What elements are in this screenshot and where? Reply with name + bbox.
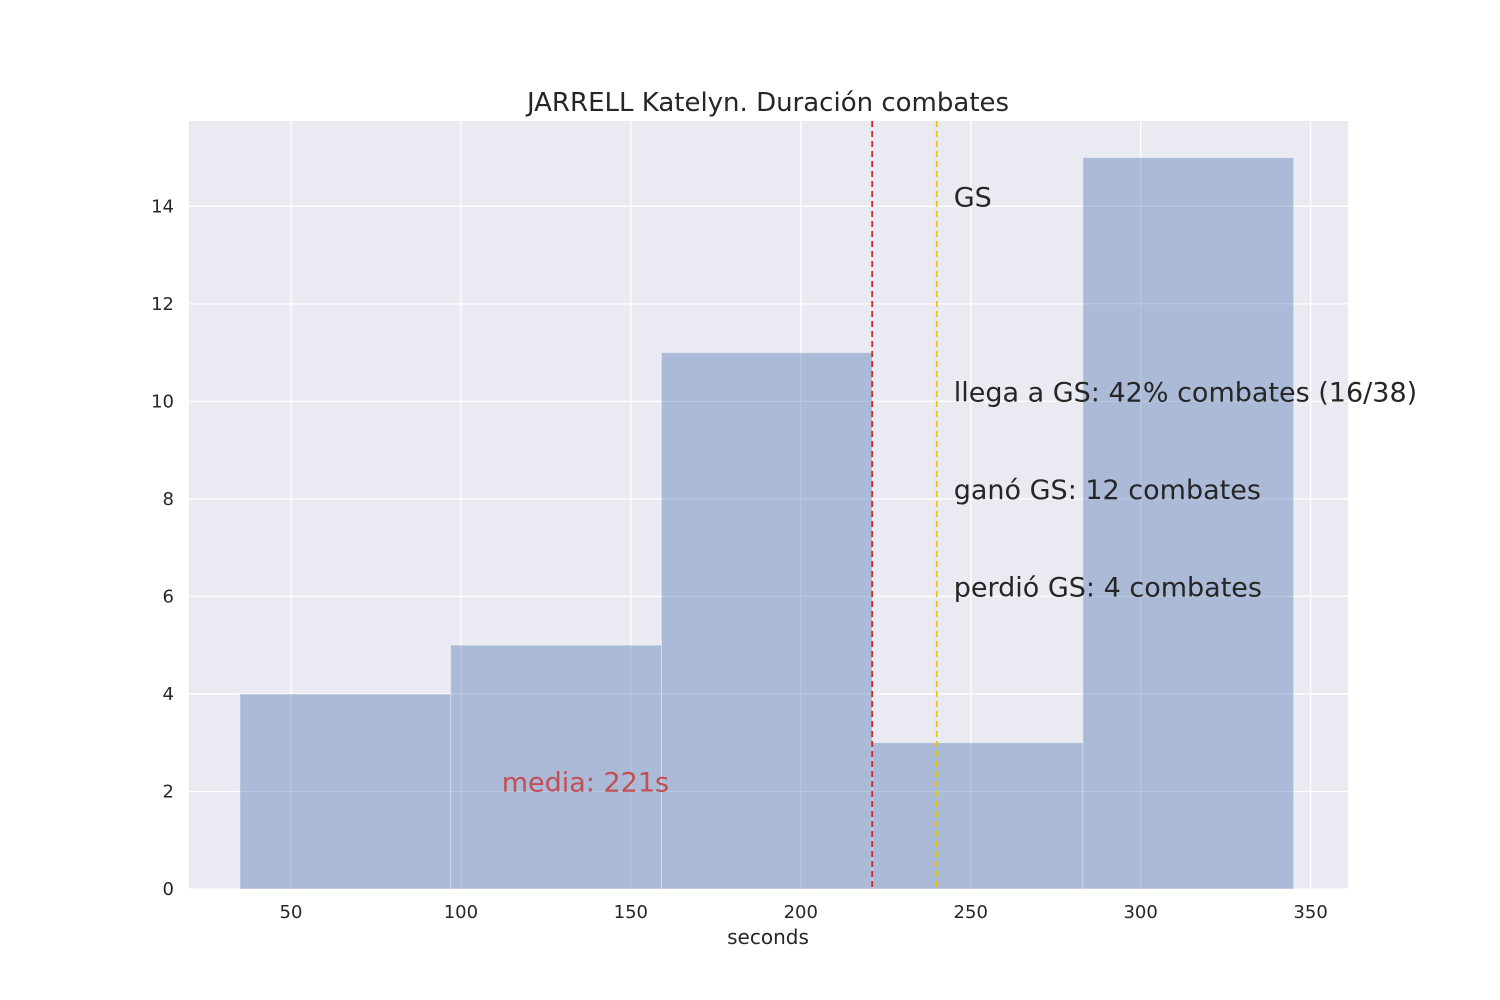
y-tick-label: 0 bbox=[163, 879, 174, 900]
annotation-text: ganó GS: 12 combates bbox=[954, 475, 1261, 506]
y-tick-label: 6 bbox=[163, 586, 174, 607]
bars bbox=[239, 157, 1295, 890]
chart-title: JARRELL Katelyn. Duración combates bbox=[525, 88, 1009, 118]
x-tick-label: 250 bbox=[954, 902, 988, 923]
annotation-text: media: 221s bbox=[502, 767, 669, 798]
annotation-text: llega a GS: 42% combates (16/38) bbox=[954, 377, 1417, 408]
histogram-bar bbox=[660, 352, 873, 890]
x-tick-label: 50 bbox=[280, 902, 303, 923]
x-axis-label: seconds bbox=[727, 925, 809, 949]
histogram-bar bbox=[1082, 157, 1295, 890]
y-tick-label: 14 bbox=[151, 196, 174, 217]
histogram-bar bbox=[450, 644, 662, 890]
annotation-text: perdió GS: 4 combates bbox=[954, 572, 1262, 603]
x-tick-label: 100 bbox=[444, 902, 478, 923]
reference-lines bbox=[871, 121, 938, 889]
annotations: media: 221s GS llega a GS: 42% combates (1… bbox=[502, 182, 1417, 798]
histogram-bar bbox=[239, 693, 452, 890]
y-tick-label: 4 bbox=[163, 684, 174, 705]
x-tick-labels: 50 100 150 200 250 300 350 bbox=[280, 902, 1328, 923]
y-tick-labels: 0 2 4 6 8 10 12 14 bbox=[151, 196, 174, 900]
grid bbox=[189, 121, 1348, 890]
x-tick-label: 150 bbox=[614, 902, 648, 923]
annotation-text: GS bbox=[954, 182, 992, 213]
histogram-bar bbox=[871, 742, 1084, 890]
x-tick-label: 200 bbox=[784, 902, 818, 923]
y-tick-label: 12 bbox=[151, 294, 174, 315]
x-tick-label: 300 bbox=[1123, 902, 1157, 923]
y-tick-label: 2 bbox=[163, 781, 174, 802]
plot-background bbox=[189, 121, 1348, 889]
y-tick-label: 10 bbox=[151, 391, 174, 412]
x-tick-label: 350 bbox=[1293, 902, 1327, 923]
y-tick-label: 8 bbox=[163, 489, 174, 510]
